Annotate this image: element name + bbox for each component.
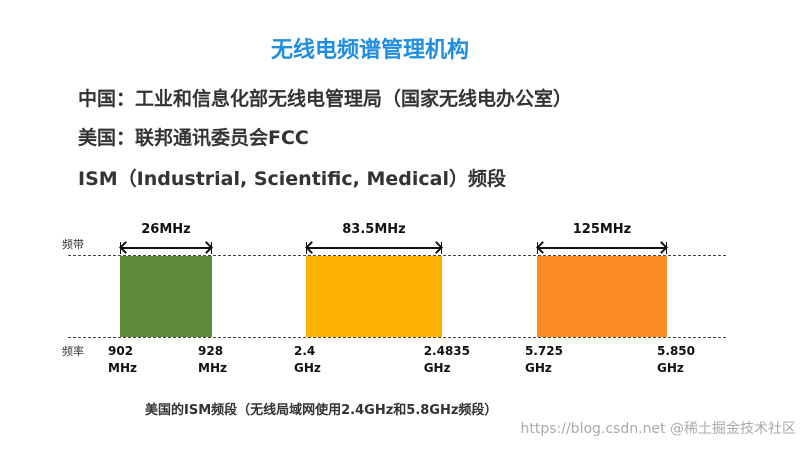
band-bar bbox=[306, 256, 442, 337]
end-frequency: 2.4835 GHz bbox=[423, 344, 470, 375]
text-line-china: 中国：工业和信息化部无线电管理局（国家无线电办公室） bbox=[78, 88, 573, 110]
bandwidth-label: 26MHz bbox=[141, 222, 191, 237]
watermark: https://blog.csdn.net @稀土掘金技术社区 bbox=[520, 421, 797, 437]
bandwidth-label: 125MHz bbox=[572, 222, 632, 237]
band-axis-label: 频带 bbox=[62, 238, 84, 251]
end-frequency: 5.850 GHz bbox=[657, 344, 695, 375]
frequency-axis-label: 频率 bbox=[62, 345, 84, 358]
text-line-usa: 美国：联邦通讯委员会FCC bbox=[78, 127, 309, 149]
bandwidth-label: 83.5MHz bbox=[342, 222, 406, 237]
start-frequency: 5.725 GHz bbox=[525, 344, 563, 375]
bandwidth-arrow bbox=[536, 241, 668, 254]
bandwidth-arrow bbox=[305, 241, 443, 254]
band-bar bbox=[120, 256, 212, 337]
caption: 美国的ISM频段（无线局域网使用2.4GHz和5.8GHz频段） bbox=[145, 403, 498, 418]
text-line-ism: ISM（Industrial, Scientific, Medical）频段 bbox=[78, 168, 506, 190]
bandwidth-arrow bbox=[119, 241, 213, 254]
start-frequency: 2.4 GHz bbox=[294, 344, 321, 375]
end-frequency: 928 MHz bbox=[198, 344, 227, 375]
start-frequency: 902 MHz bbox=[108, 344, 137, 375]
top-dashed-line bbox=[68, 255, 726, 256]
slide-title: 无线电频谱管理机构 bbox=[270, 38, 469, 63]
band-bar bbox=[537, 256, 667, 337]
bottom-dashed-line bbox=[68, 337, 726, 338]
